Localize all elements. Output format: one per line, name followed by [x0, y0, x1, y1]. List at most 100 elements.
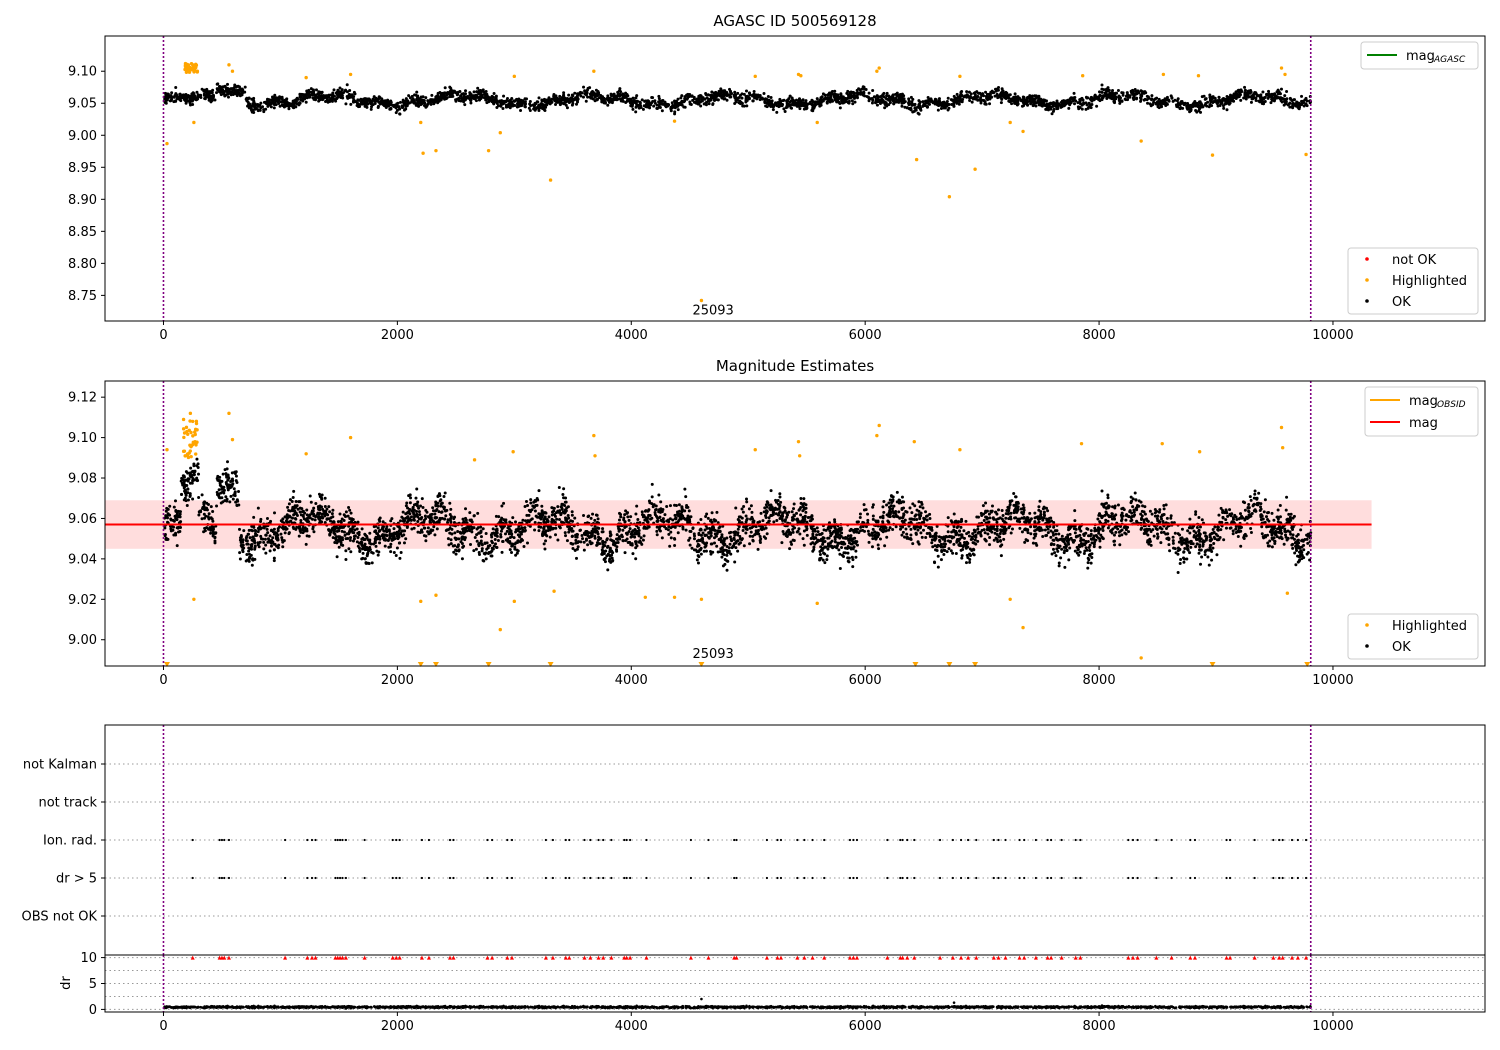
ok-point [562, 91, 566, 95]
ok-point [184, 93, 188, 97]
ok-point [588, 92, 592, 96]
ok-point [366, 98, 370, 102]
ok-point [999, 101, 1003, 105]
ok-point [1300, 101, 1304, 105]
ok-point [767, 99, 771, 103]
ok-point [584, 99, 588, 103]
ok-point [581, 537, 585, 541]
ok-point [219, 93, 223, 97]
x-tick-label: 10000 [1312, 328, 1353, 343]
ok-point [990, 504, 994, 508]
ok-point [634, 110, 638, 114]
ok-point [338, 86, 342, 90]
ok-point [378, 102, 382, 106]
ok-point [792, 507, 796, 511]
ok-point [449, 538, 453, 542]
ok-point [673, 110, 677, 114]
ok-point [822, 551, 826, 555]
ok-point [833, 98, 837, 102]
highlighted-point [227, 63, 231, 67]
ok-point [1173, 547, 1177, 551]
ok-point [528, 108, 532, 112]
ok-point [1222, 97, 1226, 101]
ok-point [941, 104, 945, 108]
ok-point [530, 517, 534, 521]
ok-point [1200, 555, 1204, 559]
ok-point [628, 527, 632, 531]
ok-point [676, 108, 680, 112]
ok-point [370, 105, 374, 109]
ok-point [248, 105, 252, 109]
ok-point [778, 97, 782, 101]
ok-point [1082, 101, 1086, 105]
y-tick-label: 8.90 [68, 193, 97, 208]
ok-point [339, 520, 343, 524]
ok-point [207, 96, 211, 100]
ok-point [621, 92, 625, 96]
ok-point [1302, 548, 1306, 552]
ok-point [689, 102, 693, 106]
ok-point [1026, 531, 1030, 535]
ok-point [727, 93, 731, 97]
ok-point [725, 98, 729, 102]
ok-point [1059, 556, 1063, 560]
ok-point [401, 98, 405, 102]
ok-point [1159, 100, 1163, 104]
ok-point [1285, 97, 1289, 101]
ok-point [308, 90, 312, 94]
ok-point [1212, 100, 1216, 104]
ok-point [1303, 98, 1307, 102]
ok-point [1265, 92, 1269, 96]
ok-point [326, 100, 330, 104]
ok-point [492, 100, 496, 104]
ok-point [891, 528, 895, 532]
ok-point [195, 90, 199, 94]
ok-point [887, 103, 891, 107]
ok-point [256, 108, 260, 112]
ok-point [202, 89, 206, 93]
ok-point [207, 512, 211, 516]
ok-point [1208, 103, 1212, 107]
ok-point [802, 107, 806, 111]
ok-point [767, 103, 771, 107]
ok-point [1150, 94, 1154, 98]
ok-point [438, 98, 442, 102]
ok-point [1010, 97, 1014, 101]
ok-point [1150, 98, 1154, 102]
highlighted-point [548, 178, 553, 182]
ok-point [734, 506, 738, 510]
ok-point [917, 99, 921, 103]
ok-point [986, 98, 990, 102]
ok-point [775, 518, 779, 522]
ok-point [629, 98, 633, 102]
ok-point [297, 534, 301, 538]
ok-point [651, 96, 655, 100]
ok-point [891, 94, 895, 98]
ok-point [687, 509, 691, 513]
highlighted-point [753, 74, 757, 79]
ok-point [531, 103, 535, 107]
highlighted-point [1304, 152, 1308, 157]
ok-point [1132, 98, 1136, 102]
ok-point [433, 512, 437, 516]
panel1-legend-bottom: not OK Highlighted OK [1347, 247, 1479, 315]
ok-point [313, 518, 317, 522]
ok-point [740, 96, 744, 100]
ok-point [638, 101, 642, 105]
ok-point [1096, 517, 1100, 521]
ok-point [1291, 102, 1295, 106]
ok-point [970, 100, 974, 104]
ok-point [1171, 99, 1175, 103]
ok-point [1178, 103, 1182, 107]
ok-point [946, 539, 950, 543]
ok-point [1041, 535, 1045, 539]
ok-point [1000, 87, 1004, 91]
ok-point [874, 100, 878, 104]
ok-point [457, 96, 461, 100]
ok-point [627, 518, 631, 522]
ok-point [298, 94, 302, 98]
ok-point [1272, 518, 1276, 522]
ok-point [1249, 526, 1253, 530]
ok-point [910, 100, 914, 104]
ok-point [1065, 100, 1069, 104]
